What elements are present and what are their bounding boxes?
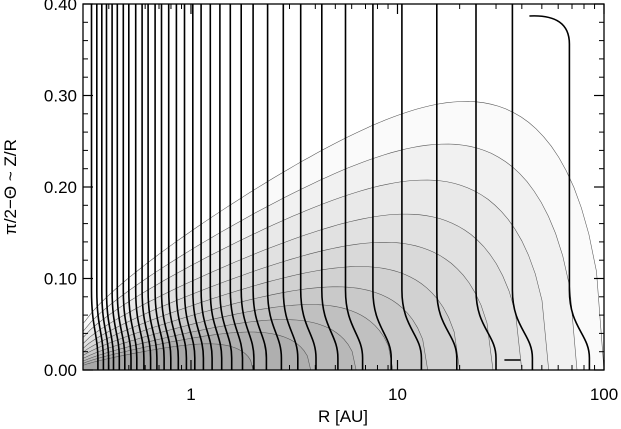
y-axis-label: π/2−Θ ~ Z/R (1, 139, 20, 235)
contour-line-2 (101, 4, 110, 370)
contour-line-7 (128, 4, 138, 370)
contour-line-10 (147, 4, 158, 370)
contour-line-29 (401, 4, 423, 370)
contour-line-13 (167, 4, 180, 370)
contour-line-33 (529, 15, 591, 370)
x-tick-label-1: 10 (388, 385, 407, 404)
y-tick-label-0: 0.00 (44, 361, 77, 380)
tick-labels: 1 10 100 0.00 0.10 0.20 0.30 0.40 (44, 0, 618, 404)
contour-line-14 (175, 4, 188, 370)
contour-line-30 (436, 4, 458, 370)
contour-line-9 (141, 4, 152, 370)
contour-line-8 (134, 4, 145, 370)
contour-line-32 (511, 4, 534, 370)
contour-line-11 (154, 4, 165, 370)
contour-line-31 (475, 4, 497, 370)
contour-line-27 (344, 4, 364, 370)
contour-line-23 (266, 4, 283, 370)
contour-line-28 (372, 4, 392, 370)
x-tick-label-0: 1 (186, 385, 195, 404)
contour-line-4 (111, 4, 121, 370)
contour-line-20 (229, 4, 244, 370)
axis-ticks (82, 3, 605, 371)
contour-line-22 (252, 4, 268, 370)
contour-line-1 (96, 4, 105, 370)
contour-line-5 (116, 4, 126, 370)
contour-line-6 (122, 4, 132, 370)
contour-line-17 (200, 4, 213, 370)
x-axis-label: R [AU] (318, 407, 368, 426)
y-tick-label-1: 0.10 (44, 270, 77, 289)
contour-line-0 (90, 4, 99, 370)
contour-line-15 (183, 4, 196, 370)
contour-line-26 (321, 4, 339, 370)
contour-line-18 (209, 4, 223, 370)
contour-line-16 (192, 4, 205, 370)
contour-line-25 (299, 4, 317, 370)
contour-line-19 (219, 4, 233, 370)
y-tick-label-4: 0.40 (44, 0, 77, 14)
contour-line-12 (160, 4, 172, 370)
contour-line-3 (105, 4, 115, 370)
y-tick-label-3: 0.30 (44, 87, 77, 106)
x-tick-label-2: 100 (590, 385, 618, 404)
vertical-contours (90, 4, 591, 370)
contour-line-21 (240, 4, 255, 370)
y-tick-label-2: 0.20 (44, 178, 77, 197)
contour-line-24 (282, 4, 299, 370)
